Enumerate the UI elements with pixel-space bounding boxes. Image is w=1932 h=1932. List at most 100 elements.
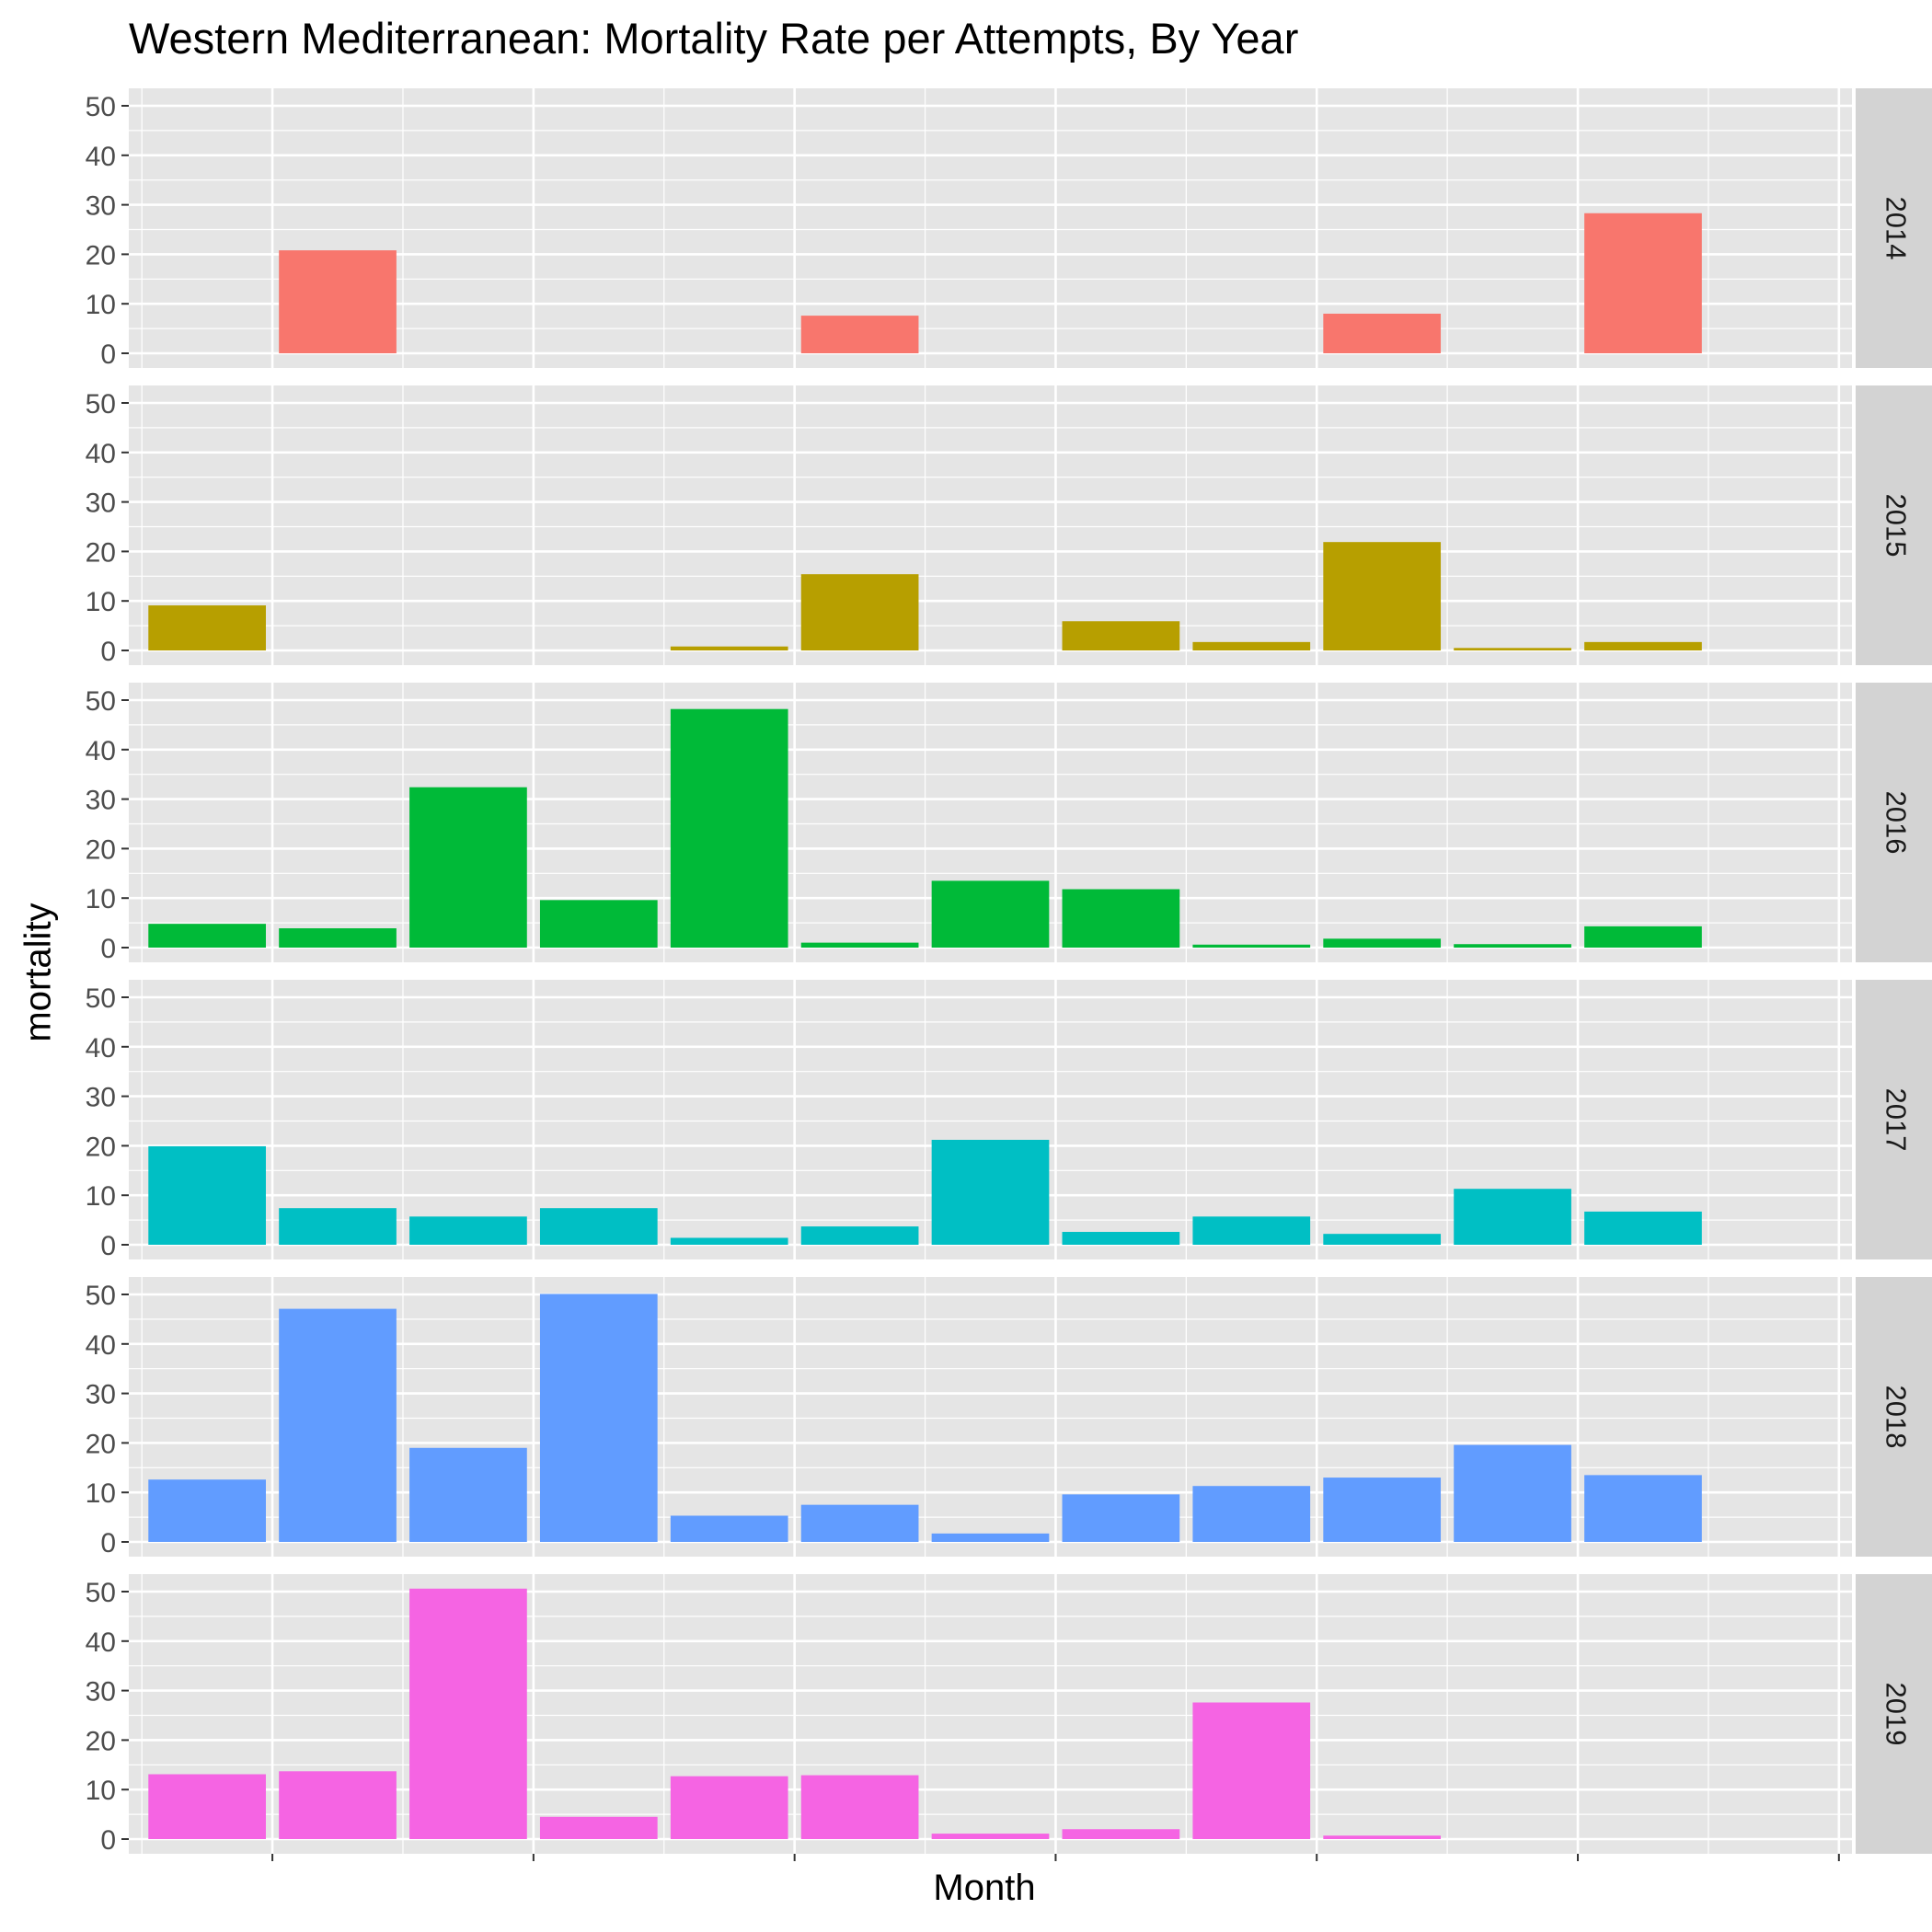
y-tick-label: 20 xyxy=(86,1132,116,1162)
bar-2018-m10 xyxy=(1323,1478,1442,1542)
y-tick-label: 10 xyxy=(86,290,116,320)
bar-2018-m9 xyxy=(1192,1486,1311,1542)
y-tick-label: 20 xyxy=(86,537,116,568)
y-tick-label: 10 xyxy=(86,1776,116,1806)
bar-2014-m10 xyxy=(1323,313,1442,353)
bar-2019-m1 xyxy=(148,1774,266,1839)
y-tick-label: 20 xyxy=(86,1429,116,1459)
bar-2019-m4 xyxy=(539,1816,658,1839)
facet-label-2017: 2017 xyxy=(1880,1088,1912,1152)
y-tick-label: 10 xyxy=(86,1478,116,1509)
facet-strip xyxy=(1856,1277,1932,1557)
bar-2017-m12 xyxy=(1584,1211,1702,1245)
bar-2016-m7 xyxy=(931,880,1050,948)
bar-2019-m10 xyxy=(1323,1835,1442,1839)
bar-2016-m2 xyxy=(279,928,397,948)
bar-2017-m4 xyxy=(539,1208,658,1245)
y-tick-label: 0 xyxy=(100,637,116,667)
bar-2016-m6 xyxy=(800,942,919,948)
bar-2018-m11 xyxy=(1454,1444,1571,1542)
bar-2017-m2 xyxy=(279,1208,397,1245)
y-tick-label: 0 xyxy=(100,1231,116,1261)
panel-background xyxy=(129,385,1852,665)
panel-background xyxy=(129,88,1852,368)
bar-2015-m9 xyxy=(1192,641,1311,650)
bar-2018-m2 xyxy=(279,1308,397,1542)
y-tick-label: 10 xyxy=(86,587,116,617)
facet-strip xyxy=(1856,683,1932,962)
bar-2015-m11 xyxy=(1454,648,1571,650)
y-tick-label: 40 xyxy=(86,142,116,172)
bar-2018-m7 xyxy=(931,1533,1050,1542)
facet-label-2015: 2015 xyxy=(1880,494,1912,558)
bar-2019-m7 xyxy=(931,1834,1050,1839)
bar-2018-m3 xyxy=(409,1447,527,1542)
bar-2014-m12 xyxy=(1584,213,1702,353)
y-tick-label: 30 xyxy=(86,1380,116,1410)
bar-2019-m9 xyxy=(1192,1702,1311,1839)
facet-strip xyxy=(1856,385,1932,665)
bar-2016-m12 xyxy=(1584,926,1702,948)
bar-2016-m11 xyxy=(1454,944,1571,948)
bar-2016-m3 xyxy=(409,787,527,948)
y-tick-label: 40 xyxy=(86,439,116,469)
bar-2018-m6 xyxy=(800,1504,919,1542)
y-tick-label: 50 xyxy=(86,686,116,717)
y-tick-label: 0 xyxy=(100,1825,116,1856)
y-tick-label: 0 xyxy=(100,1528,116,1558)
facet-label-2019: 2019 xyxy=(1880,1683,1912,1746)
bar-2017-m10 xyxy=(1323,1234,1442,1245)
bar-2019-m5 xyxy=(670,1776,788,1839)
bar-2016-m1 xyxy=(148,924,266,948)
y-tick-label: 40 xyxy=(86,1033,116,1064)
y-tick-label: 50 xyxy=(86,389,116,420)
bar-2018-m4 xyxy=(539,1294,658,1542)
bar-2017-m3 xyxy=(409,1216,527,1245)
bar-2019-m8 xyxy=(1062,1829,1180,1839)
bar-2018-m5 xyxy=(670,1515,788,1542)
bar-2018-m8 xyxy=(1062,1494,1180,1542)
bar-2015-m8 xyxy=(1062,621,1180,650)
bar-2014-m2 xyxy=(279,250,397,353)
y-tick-label: 50 xyxy=(86,92,116,122)
y-tick-label: 30 xyxy=(86,489,116,519)
bar-2015-m10 xyxy=(1323,542,1442,650)
x-axis-title: Month xyxy=(933,1868,1036,1908)
bar-2016-m9 xyxy=(1192,944,1311,948)
bar-2019-m3 xyxy=(409,1588,527,1839)
y-axis-title: mortality xyxy=(17,903,59,1042)
bar-2016-m10 xyxy=(1323,938,1442,948)
bar-2017-m6 xyxy=(800,1226,919,1245)
bar-2017-m8 xyxy=(1062,1232,1180,1245)
bar-2017-m5 xyxy=(670,1237,788,1245)
y-tick-label: 50 xyxy=(86,1281,116,1311)
y-tick-label: 0 xyxy=(100,339,116,370)
facet-strip xyxy=(1856,88,1932,368)
bar-2018-m1 xyxy=(148,1479,266,1542)
y-tick-label: 40 xyxy=(86,736,116,766)
facet-label-2014: 2014 xyxy=(1880,197,1912,260)
bar-2019-m2 xyxy=(279,1771,397,1839)
y-tick-label: 30 xyxy=(86,1083,116,1113)
bar-2015-m6 xyxy=(800,574,919,650)
y-tick-label: 30 xyxy=(86,786,116,816)
chart-title: Western Mediterranean: Mortality Rate pe… xyxy=(129,14,1299,63)
y-tick-label: 30 xyxy=(86,1677,116,1708)
bar-2015-m1 xyxy=(148,605,266,650)
bar-2015-m5 xyxy=(670,646,788,650)
y-tick-label: 30 xyxy=(86,191,116,222)
bar-2017-m11 xyxy=(1454,1189,1571,1245)
bar-2017-m9 xyxy=(1192,1216,1311,1245)
y-tick-label: 50 xyxy=(86,1578,116,1608)
y-tick-label: 40 xyxy=(86,1627,116,1658)
bar-2014-m6 xyxy=(800,316,919,353)
bar-2016-m8 xyxy=(1062,889,1180,948)
facet-strip xyxy=(1856,1574,1932,1854)
y-tick-label: 20 xyxy=(86,834,116,865)
bar-2017-m7 xyxy=(931,1139,1050,1245)
y-tick-label: 10 xyxy=(86,884,116,914)
y-tick-label: 50 xyxy=(86,983,116,1014)
bar-2017-m1 xyxy=(148,1145,266,1245)
